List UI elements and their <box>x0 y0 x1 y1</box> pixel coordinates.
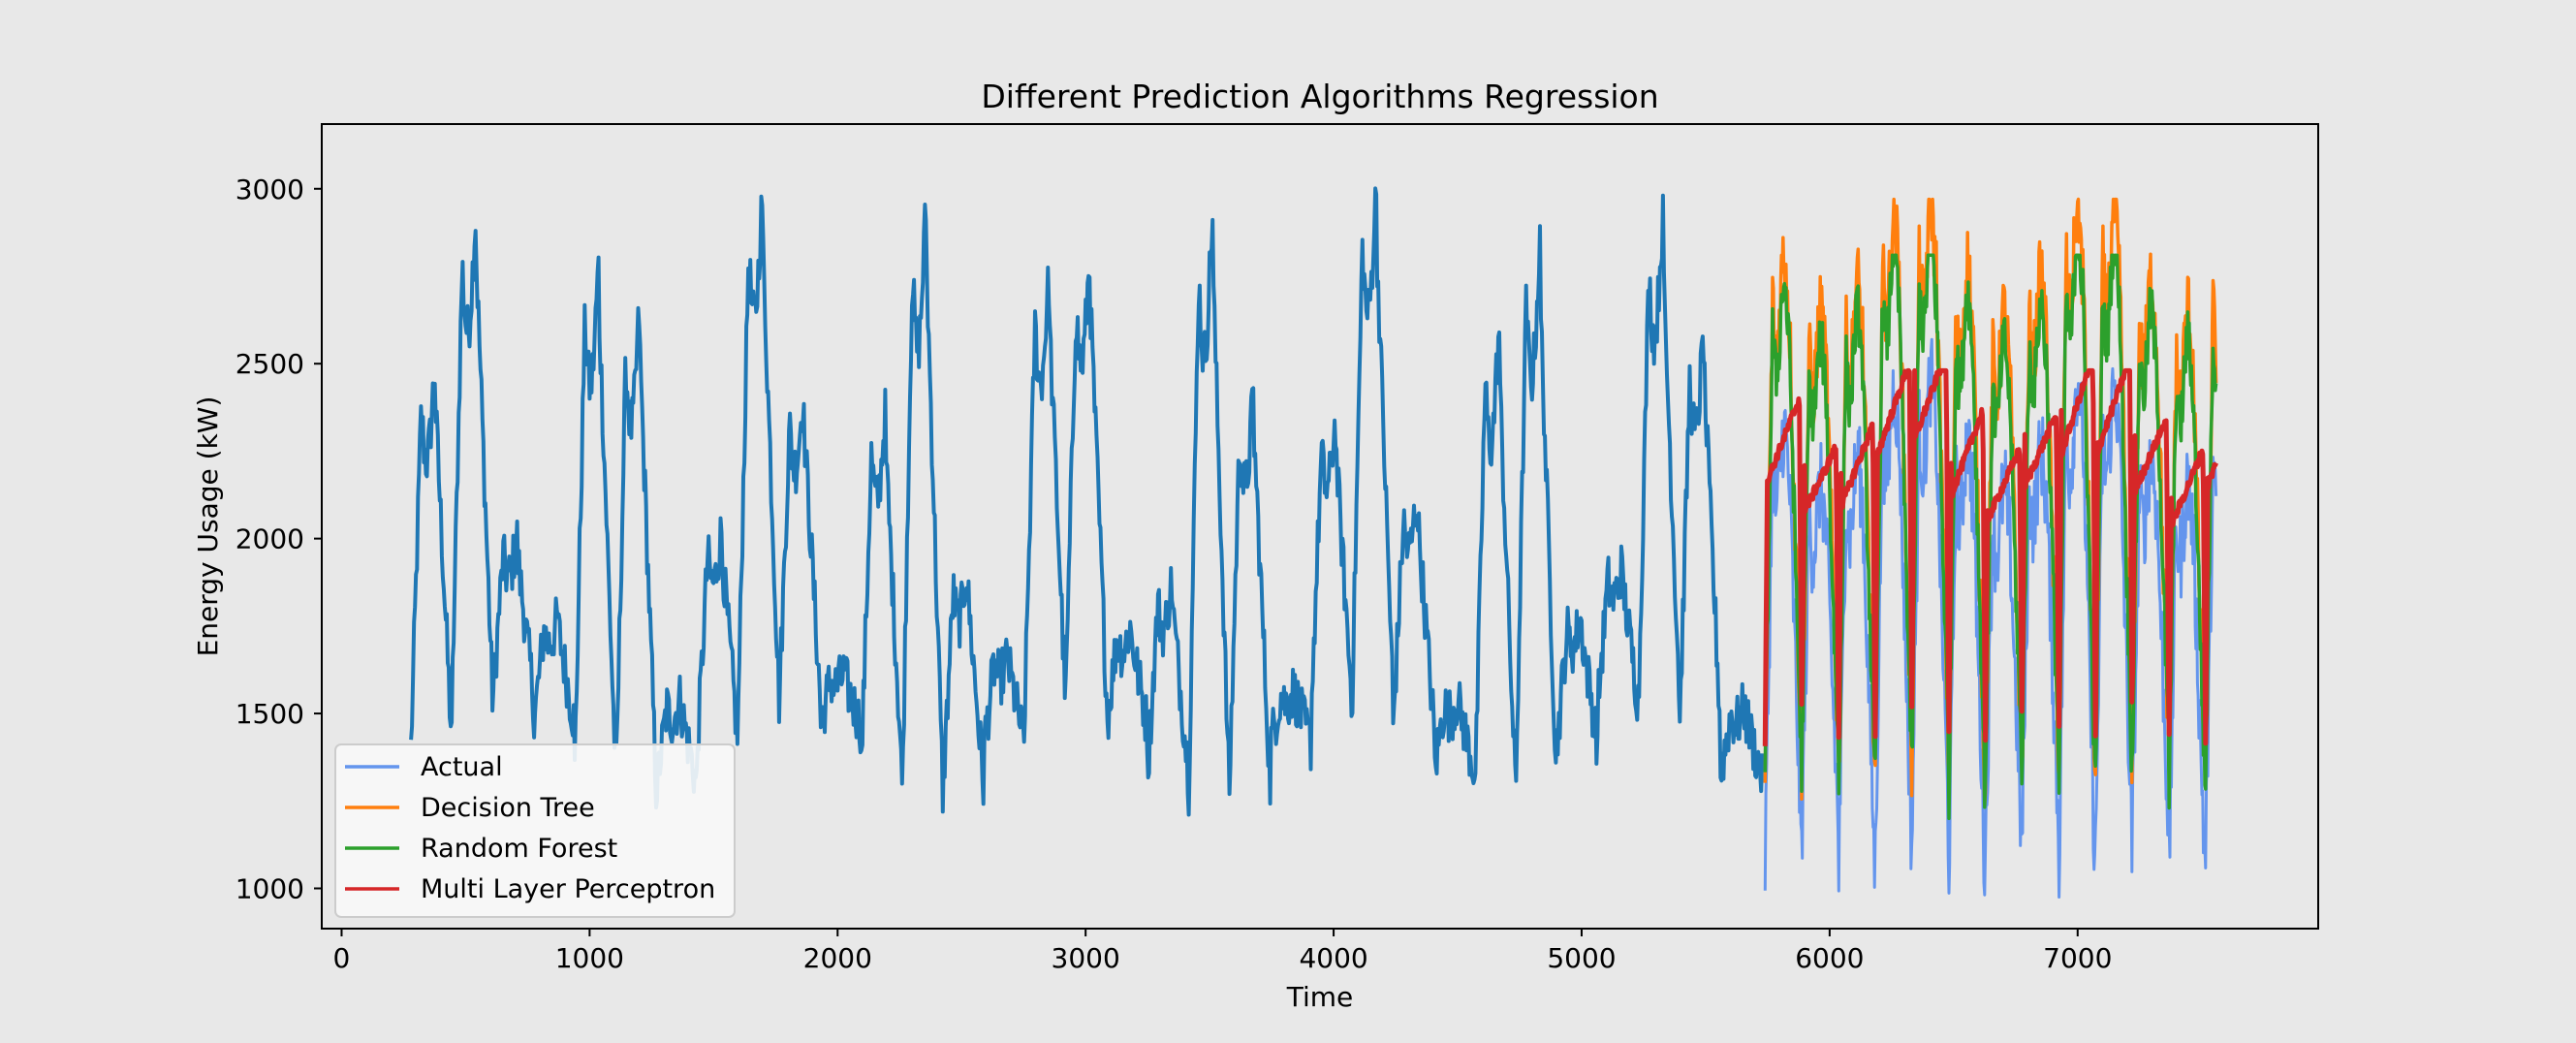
x-tick-label: 1000 <box>555 942 624 974</box>
y-tick-label: 2000 <box>236 523 304 555</box>
legend-label-actual: Actual <box>421 752 503 782</box>
series-layer <box>409 186 2218 899</box>
y-axis: 1000 1500 2000 2500 3000 <box>236 174 322 905</box>
legend-label-multi-layer-perceptron: Multi Layer Perceptron <box>421 874 715 904</box>
x-tick-label: 6000 <box>1795 942 1864 974</box>
history-series-line <box>409 186 1765 817</box>
x-axis-title: Time <box>1286 981 1354 1013</box>
x-tick-label: 7000 <box>2043 942 2112 974</box>
y-tick-label: 3000 <box>236 174 304 205</box>
x-tick-label: 5000 <box>1547 942 1616 974</box>
plot-frame <box>321 123 2319 930</box>
y-tick-label: 1500 <box>236 698 304 730</box>
actual-series-line <box>1763 337 2218 899</box>
x-axis: 0 1000 2000 3000 4000 5000 6000 7000 <box>333 929 2112 974</box>
legend-box <box>334 743 736 918</box>
y-tick-label: 2500 <box>236 348 304 380</box>
x-tick-label: 0 <box>333 942 351 974</box>
legend-label-decision-tree: Decision Tree <box>421 793 595 823</box>
multi-layer-perceptron-series-line <box>1762 367 2218 746</box>
legend-label-random-forest: Random Forest <box>421 834 617 864</box>
y-axis-title: Energy Usage (kW) <box>192 396 224 657</box>
legend: Actual Decision Tree Random Forest Multi… <box>334 743 736 918</box>
x-tick-label: 3000 <box>1052 942 1120 974</box>
x-tick-label: 4000 <box>1299 942 1367 974</box>
chart-title: Different Prediction Algorithms Regressi… <box>981 78 1658 115</box>
x-tick-label: 2000 <box>803 942 872 974</box>
y-tick-label: 1000 <box>236 873 304 905</box>
